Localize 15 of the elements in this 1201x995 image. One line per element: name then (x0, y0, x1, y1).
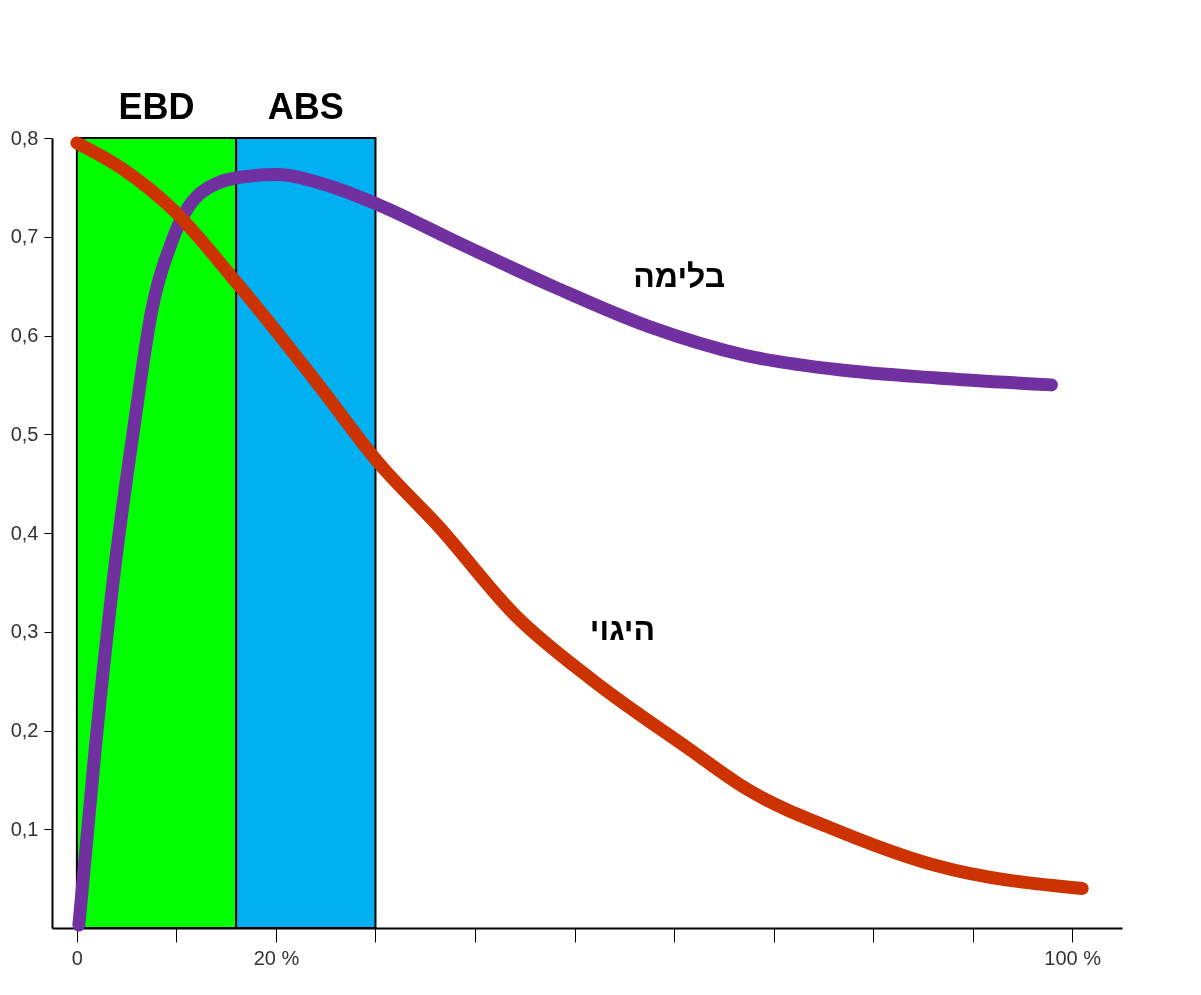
band-label: ABS (267, 86, 344, 127)
y-tick-label: 0,5 (10, 422, 39, 445)
y-tick-label: 0,7 (10, 225, 39, 248)
x-tick-label: 20 % (253, 946, 300, 969)
x-tick-label: 0 (71, 946, 83, 969)
series-label: היגוי (589, 611, 656, 648)
band-label: EBD (118, 86, 195, 127)
series-label: בלימה (633, 257, 726, 294)
y-tick-label: 0,1 (10, 817, 39, 840)
y-tick-label: 0,3 (10, 620, 39, 643)
y-tick-label: 0,4 (10, 521, 39, 544)
y-tick-label: 0,6 (10, 324, 39, 346)
y-tick-label: 0,2 (10, 719, 39, 741)
x-tick-label: 100 % (1044, 946, 1102, 969)
y-tick-label: 0,8 (10, 126, 39, 149)
